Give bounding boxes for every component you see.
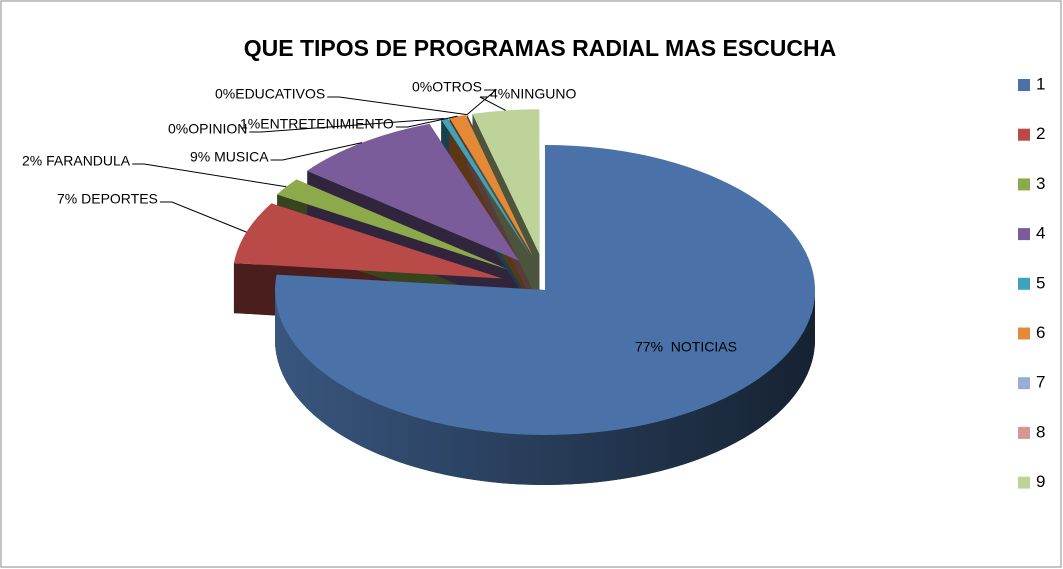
legend-swatch: [1018, 79, 1030, 91]
legend-label: 6: [1036, 323, 1045, 342]
data-label: 9% MUSICA: [190, 149, 269, 165]
data-label: 2% FARANDULA: [22, 153, 131, 169]
leader-line: [270, 142, 363, 161]
legend-label: 2: [1036, 124, 1045, 143]
legend-swatch: [1018, 327, 1030, 340]
data-label: 7% DEPORTES: [57, 191, 158, 207]
slice: [233, 203, 503, 279]
legend-swatch: [1018, 178, 1030, 191]
slice-side: [275, 290, 815, 485]
slice: [472, 109, 540, 255]
legend-swatch: [1018, 426, 1030, 439]
leader-line: [249, 118, 445, 133]
legend-label: 7: [1036, 373, 1045, 392]
leader-line: [466, 89, 498, 116]
legend-swatch: [1018, 277, 1030, 290]
slice: [277, 179, 509, 270]
slice: [449, 114, 533, 256]
leader-line: [395, 115, 458, 128]
legend-swatch: [1018, 128, 1030, 141]
leader-line: [132, 163, 287, 188]
legend-label: 9: [1036, 472, 1045, 491]
legend-label: 5: [1036, 273, 1045, 292]
leader-line: [327, 96, 468, 116]
data-label: 0%EDUCATIVOS: [215, 86, 325, 102]
legend-label: 3: [1036, 174, 1045, 193]
leader-line: [479, 96, 506, 111]
data-label: 77% NOTICIAS: [635, 339, 737, 355]
slice: [441, 117, 531, 256]
legend-swatch: [1018, 228, 1030, 241]
data-label: 0%OTROS: [412, 79, 482, 95]
slice: [274, 145, 815, 435]
legend-swatch: [1018, 476, 1030, 489]
data-label: 4%NINGUNO: [490, 86, 576, 102]
chart-title: QUE TIPOS DE PROGRAMAS RADIAL MAS ESCUCH…: [244, 35, 837, 61]
data-label: 1%ENTRETENIMIENTO: [240, 116, 394, 132]
legend-label: 1: [1036, 74, 1045, 93]
slice: [307, 123, 519, 261]
data-label: 0%OPINION: [168, 121, 247, 137]
legend-label: 8: [1036, 422, 1045, 441]
legend-label: 4: [1036, 224, 1045, 243]
leader-line: [159, 201, 247, 233]
legend-swatch: [1018, 377, 1030, 390]
